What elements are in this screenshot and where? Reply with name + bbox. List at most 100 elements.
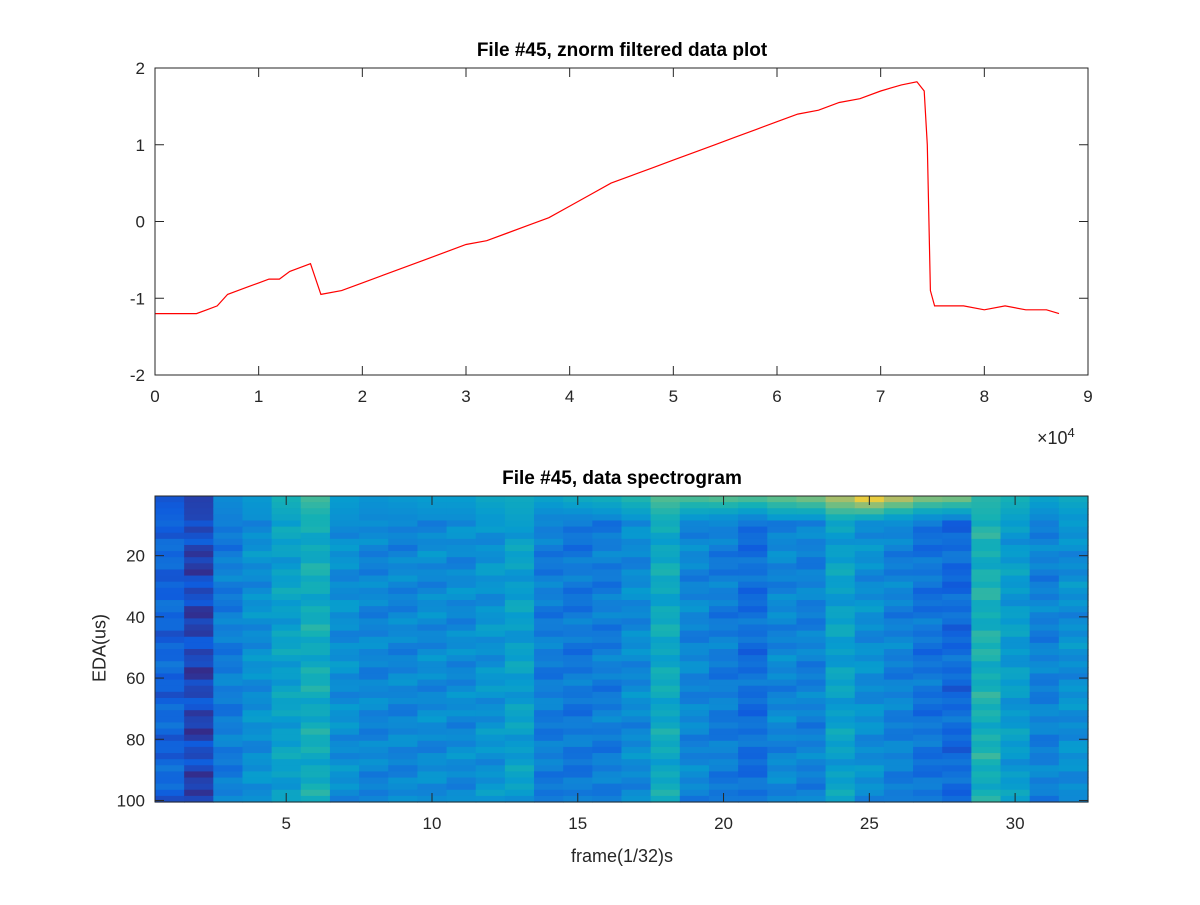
heatmap-cell: [563, 606, 593, 613]
heatmap-cell: [242, 526, 273, 534]
heatmap-cell: [475, 538, 506, 546]
heatmap-cell: [679, 630, 710, 638]
heatmap-cell: [271, 771, 302, 779]
heatmap-cell: [883, 789, 914, 797]
heatmap-cell: [446, 691, 477, 699]
heatmap-cell: [155, 661, 185, 668]
heatmap-cell: [155, 734, 185, 742]
heatmap-cell: [300, 655, 331, 662]
y-tick-label: 80: [126, 730, 145, 749]
heatmap-cell: [650, 520, 681, 528]
heatmap-cell: [388, 557, 419, 564]
heatmap-cell: [854, 704, 885, 711]
heatmap-cell: [417, 618, 448, 626]
x-tick-label: 2: [358, 387, 367, 406]
heatmap-cell: [1058, 777, 1089, 785]
heatmap-cell: [329, 795, 360, 803]
heatmap-cell: [475, 551, 506, 558]
heatmap-cell: [1029, 624, 1060, 632]
heatmap-cell: [184, 685, 214, 693]
heatmap-cell: [767, 753, 798, 760]
heatmap-cell: [388, 789, 419, 797]
heatmap-cell: [534, 753, 564, 760]
heatmap-cell: [971, 514, 1002, 522]
heatmap-cell: [942, 520, 972, 528]
heatmap-cell: [1029, 557, 1060, 564]
heatmap-cell: [504, 679, 535, 687]
heatmap-cell: [155, 502, 185, 509]
heatmap-cell: [679, 789, 710, 797]
heatmap-cell: [504, 508, 535, 515]
heatmap-cell: [1029, 606, 1060, 613]
heatmap-cell: [388, 795, 419, 803]
heatmap-cell: [184, 618, 214, 626]
heatmap-cell: [242, 581, 273, 589]
heatmap-cell: [1029, 636, 1060, 644]
heatmap-cell: [650, 636, 681, 644]
heatmap-cell: [388, 624, 419, 632]
heatmap-cell: [942, 697, 972, 705]
heatmap-cell: [417, 697, 448, 705]
heatmap-cell: [592, 520, 623, 528]
heatmap-cell: [708, 697, 739, 705]
heatmap-cell: [971, 746, 1002, 754]
heatmap-cell: [913, 618, 943, 626]
heatmap-cell: [534, 716, 564, 724]
heatmap-cell: [271, 575, 302, 583]
heatmap-cell: [650, 649, 681, 656]
heatmap-cell: [913, 704, 943, 711]
heatmap-cell: [329, 514, 360, 522]
heatmap-cell: [242, 661, 273, 668]
heatmap-cell: [708, 532, 739, 540]
heatmap-cell: [971, 716, 1002, 724]
heatmap-cell: [388, 765, 419, 772]
heatmap-cell: [359, 691, 389, 699]
heatmap-cell: [504, 514, 535, 522]
heatmap-cell: [213, 795, 244, 803]
heatmap-cell: [854, 593, 885, 601]
heatmap-cell: [446, 771, 477, 779]
heatmap-cell: [738, 691, 768, 699]
heatmap-cell: [767, 624, 798, 632]
heatmap-cell: [359, 765, 389, 772]
heatmap-cell: [592, 765, 623, 772]
heatmap-cell: [300, 532, 331, 540]
heatmap-cell: [942, 728, 972, 736]
heatmap-cell: [1029, 502, 1060, 509]
heatmap-cell: [854, 642, 885, 650]
heatmap-cell: [563, 783, 593, 791]
heatmap-cell: [504, 624, 535, 632]
heatmap-cell: [708, 667, 739, 675]
heatmap-cell: [825, 655, 856, 662]
heatmap-cell: [359, 667, 389, 675]
heatmap-cell: [184, 496, 214, 503]
heatmap-cell: [300, 722, 331, 730]
heatmap-cell: [767, 697, 798, 705]
heatmap-cell: [213, 502, 244, 509]
heatmap-cell: [825, 795, 856, 803]
heatmap-cell: [1058, 551, 1089, 558]
heatmap-cell: [184, 661, 214, 668]
heatmap-cell: [767, 716, 798, 724]
heatmap-cell: [592, 642, 623, 650]
heatmap-cell: [155, 746, 185, 754]
heatmap-cell: [679, 691, 710, 699]
y-tick-label: -2: [130, 366, 145, 385]
heatmap-cell: [971, 575, 1002, 583]
heatmap-cell: [854, 575, 885, 583]
heatmap-cell: [767, 661, 798, 668]
heatmap-cell: [388, 661, 419, 668]
heatmap-cell: [883, 538, 914, 546]
heatmap-cell: [329, 569, 360, 577]
heatmap-cell: [534, 520, 564, 528]
heatmap-cell: [971, 606, 1002, 613]
heatmap-cell: [242, 612, 273, 619]
heatmap-cell: [592, 551, 623, 558]
heatmap-cell: [475, 624, 506, 632]
heatmap-cell: [650, 795, 681, 803]
heatmap-cell: [1000, 716, 1031, 724]
heatmap-cell: [1058, 606, 1089, 613]
heatmap-cell: [534, 795, 564, 803]
heatmap-cell: [708, 673, 739, 681]
heatmap-cell: [388, 496, 419, 503]
